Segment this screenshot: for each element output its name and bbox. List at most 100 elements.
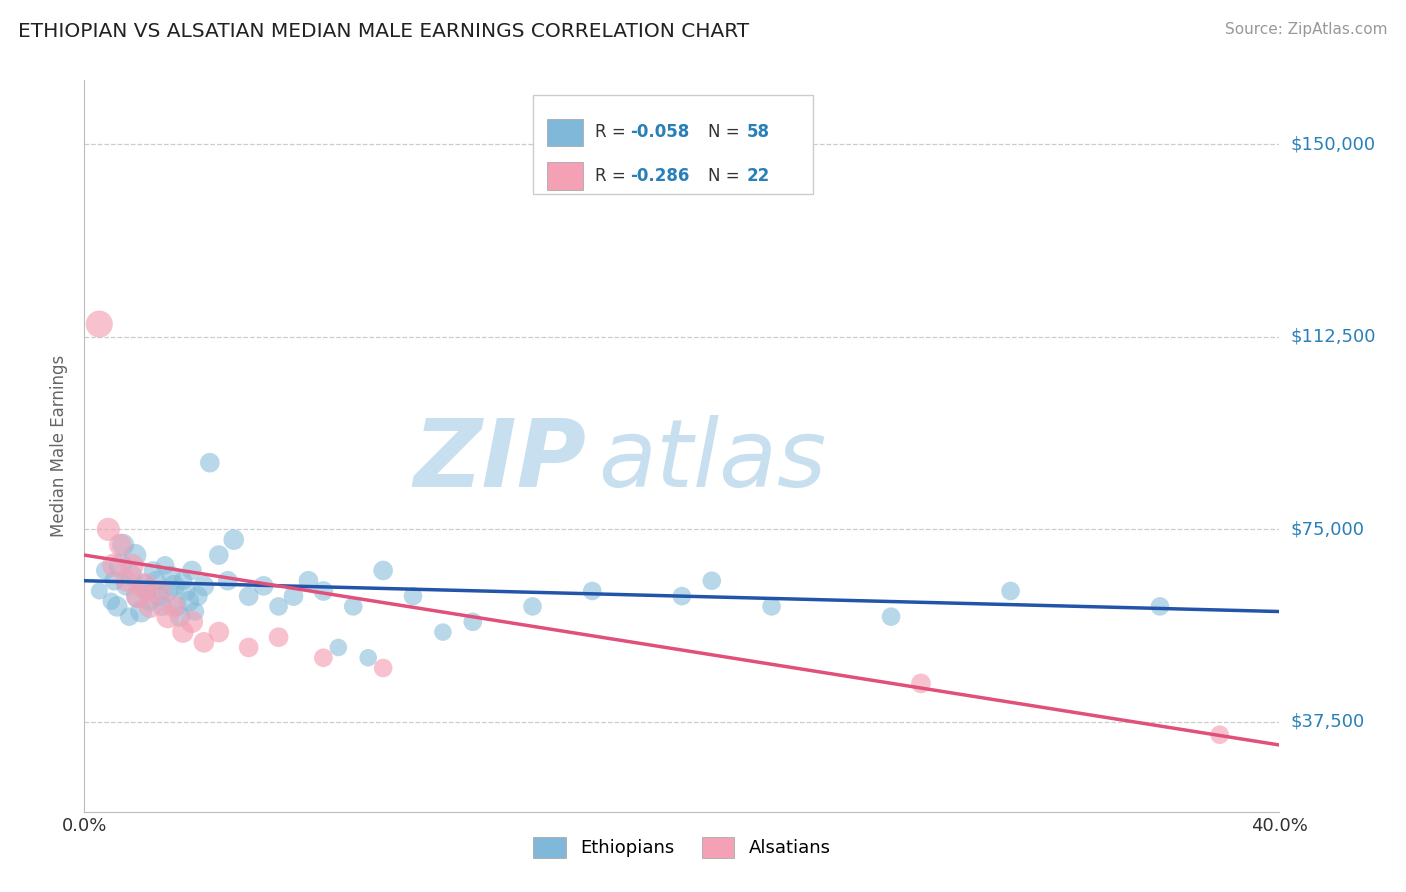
Point (103, 574, 125, 588)
Point (124, 548, 146, 562)
Point (145, 574, 167, 588)
Point (342, 599, 364, 614)
Point (148, 584, 170, 599)
Point (1149, 599, 1171, 614)
Point (581, 584, 603, 599)
Point (402, 589, 425, 603)
Text: atlas: atlas (599, 415, 827, 506)
Point (115, 574, 138, 588)
Point (112, 538, 135, 552)
Point (217, 574, 239, 588)
Text: ETHIOPIAN VS ALSATIAN MEDIAN MALE EARNINGS CORRELATION CHART: ETHIOPIAN VS ALSATIAN MEDIAN MALE EARNIN… (18, 22, 749, 41)
Point (103, 558, 125, 573)
Point (174, 584, 197, 599)
Point (97, 523, 120, 537)
Point (312, 584, 335, 599)
Point (193, 579, 215, 593)
Point (139, 599, 162, 614)
Text: R =: R = (595, 167, 631, 185)
Point (181, 564, 204, 578)
Point (100, 594, 122, 608)
Point (208, 548, 231, 562)
Point (238, 640, 260, 655)
Point (172, 625, 194, 640)
Bar (547, 162, 582, 190)
Point (761, 599, 783, 614)
Point (267, 630, 290, 644)
Point (357, 650, 380, 665)
Point (238, 589, 260, 603)
Point (160, 568, 183, 582)
Point (184, 605, 207, 619)
Point (671, 589, 693, 603)
Point (142, 564, 165, 578)
Point (121, 558, 143, 573)
Point (880, 609, 903, 624)
Text: Source: ZipAtlas.com: Source: ZipAtlas.com (1225, 22, 1388, 37)
Point (312, 650, 335, 665)
FancyBboxPatch shape (533, 95, 814, 194)
Point (700, 574, 723, 588)
Point (153, 558, 176, 573)
Text: R =: R = (595, 123, 631, 142)
Text: $75,000: $75,000 (1291, 520, 1365, 539)
Text: $37,500: $37,500 (1291, 713, 1365, 731)
Point (1000, 584, 1022, 599)
Point (198, 456, 221, 470)
Point (132, 579, 156, 593)
Point (373, 661, 395, 675)
Point (118, 609, 141, 624)
Point (148, 589, 170, 603)
Point (169, 609, 191, 624)
Point (166, 599, 188, 614)
Text: -0.286: -0.286 (630, 167, 690, 185)
Point (94, 564, 117, 578)
Point (105, 599, 128, 614)
Point (132, 579, 156, 593)
Point (157, 584, 180, 599)
Point (193, 635, 215, 649)
Point (136, 584, 159, 599)
Point (172, 574, 194, 588)
Point (157, 609, 180, 624)
Point (253, 579, 276, 593)
Point (129, 605, 152, 619)
Text: 22: 22 (747, 167, 769, 185)
Point (163, 579, 186, 593)
Point (110, 558, 132, 573)
Text: $112,500: $112,500 (1291, 328, 1376, 346)
Text: ZIP: ZIP (413, 415, 586, 507)
Point (222, 533, 245, 547)
Point (110, 538, 132, 552)
Point (328, 640, 350, 655)
Text: $150,000: $150,000 (1291, 136, 1375, 153)
Point (297, 574, 319, 588)
Point (1209, 728, 1232, 742)
Point (432, 625, 454, 640)
Text: -0.058: -0.058 (630, 123, 690, 142)
Point (150, 599, 173, 614)
Bar (547, 119, 582, 146)
Point (163, 599, 186, 614)
Point (177, 594, 200, 608)
Point (127, 589, 149, 603)
Point (139, 594, 162, 608)
Point (181, 615, 204, 629)
Legend: Ethiopians, Alsatians: Ethiopians, Alsatians (526, 830, 838, 865)
Text: N =: N = (709, 167, 745, 185)
Point (121, 568, 143, 582)
Point (461, 615, 484, 629)
Text: N =: N = (709, 123, 745, 142)
Point (267, 599, 290, 614)
Point (283, 589, 305, 603)
Y-axis label: Median Male Earnings: Median Male Earnings (51, 355, 69, 537)
Point (127, 589, 149, 603)
Point (89, 584, 111, 599)
Point (187, 589, 209, 603)
Point (89, 317, 111, 331)
Point (522, 599, 544, 614)
Text: 58: 58 (747, 123, 769, 142)
Point (373, 564, 395, 578)
Point (115, 579, 138, 593)
Point (910, 676, 932, 690)
